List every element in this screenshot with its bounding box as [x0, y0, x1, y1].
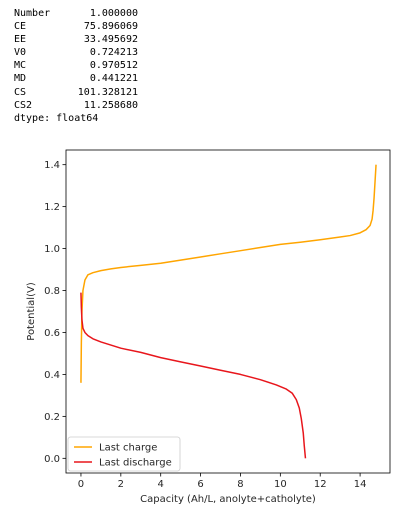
- y-tick-label: 0.2: [44, 412, 60, 423]
- series-key: CS: [14, 86, 27, 98]
- series-key: CS2: [14, 99, 33, 111]
- series-row: MD 0.441221: [14, 72, 138, 85]
- series-value: 11.258680: [83, 99, 138, 111]
- y-tick-label: 1.0: [44, 244, 60, 255]
- series-line-0: [80, 164, 377, 383]
- series-line-1: [80, 292, 307, 459]
- series-row: Number 1.000000: [14, 7, 138, 20]
- x-tick-label: 2: [118, 479, 124, 490]
- series-key: V0: [14, 47, 27, 59]
- x-tick-label: 12: [314, 479, 327, 490]
- y-tick-label: 0.4: [44, 370, 60, 381]
- x-tick-label: 6: [197, 479, 203, 490]
- y-tick-label: 1.4: [44, 160, 60, 171]
- y-tick-label: 0.8: [44, 286, 60, 297]
- series-value: 1.000000: [89, 8, 138, 19]
- series-value: 0.441221: [89, 73, 138, 85]
- series-value: 101.328121: [77, 86, 138, 98]
- series-value: 33.495692: [83, 34, 138, 46]
- series-value: 75.896069: [83, 21, 138, 33]
- x-tick-label: 10: [274, 479, 287, 490]
- dtype-line: dtype: float64: [14, 112, 99, 124]
- series-row: CE 75.896069: [14, 20, 138, 33]
- x-tick-label: 0: [78, 479, 84, 490]
- series-row: CS2 11.258680: [14, 99, 138, 112]
- x-tick-label: 14: [354, 479, 367, 490]
- series-rows: Number 1.000000 CE 75.896069 EE 33.495692 V0 0.…: [14, 7, 138, 112]
- series-key: EE: [14, 34, 27, 46]
- x-axis-label: Capacity (Ah/L, anolyte+catholyte): [140, 494, 316, 505]
- legend-box: [67, 436, 181, 472]
- series-key: Number: [14, 8, 51, 19]
- series-row: MC 0.970512: [14, 59, 138, 72]
- legend: Last charge Last discharge: [67, 436, 181, 472]
- series-value: 0.724213: [89, 47, 138, 59]
- series-row: EE 33.495692: [14, 33, 138, 46]
- y-tick-label: 1.2: [44, 202, 60, 213]
- y-tick-label: 0.0: [44, 454, 60, 465]
- series-row: V0 0.724213: [14, 46, 138, 59]
- series-output: Number 1.000000 CE 75.896069 EE 33.495692 V0 0.…: [14, 7, 138, 125]
- series-key: MD: [14, 73, 27, 85]
- x-tick-label: 8: [237, 479, 243, 490]
- series-key: MC: [14, 60, 27, 72]
- series-row: CS 101.328121: [14, 86, 138, 99]
- x-tick-label: 4: [158, 479, 164, 490]
- series-value: 0.970512: [89, 60, 138, 72]
- y-axis-label: Potential(V): [26, 282, 37, 341]
- legend-label: Last charge: [99, 443, 157, 454]
- plot-frame: [65, 149, 391, 474]
- plot-layer: [80, 164, 377, 459]
- axis-layer: 0 2 4 6 8 10 12 14 0.0 0.2 0.4 0.6 0.8 1.0 1.2 1.4: [44, 149, 391, 490]
- y-tick-label: 0.6: [44, 328, 60, 339]
- legend-label: Last discharge: [99, 458, 172, 469]
- series-key: CE: [14, 21, 27, 33]
